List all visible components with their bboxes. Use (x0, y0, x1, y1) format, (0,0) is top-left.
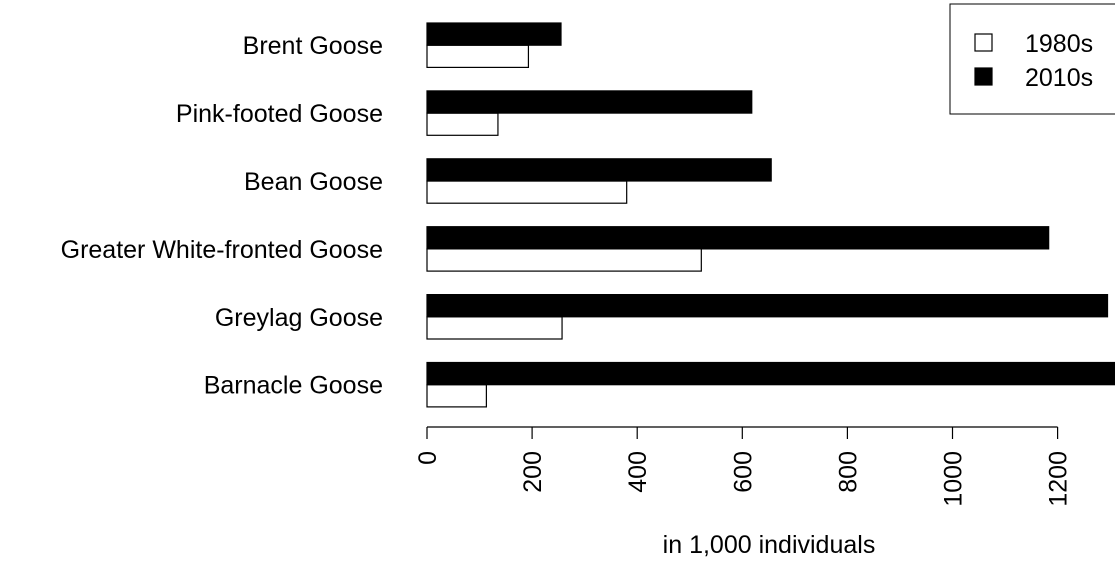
bar-2010s-greater-white-fronted-goose (426, 226, 1050, 250)
category-label-bean-goose: Bean Goose (244, 168, 383, 196)
bar-2010s-barnacle-goose (426, 361, 1115, 386)
bar-1980s-brent-goose (426, 44, 530, 69)
legend-swatch-1980s (974, 33, 993, 52)
legend-label-1980s: 1980s (1025, 30, 1093, 58)
category-label-pink-footed-goose: Pink-footed Goose (176, 100, 383, 128)
bar-1980s-greylag-goose (426, 316, 563, 340)
x-tick-label-0: 0 (414, 451, 442, 465)
bar-1980s-bean-goose (426, 180, 628, 204)
x-tick-label-1000: 1000 (940, 451, 968, 507)
legend-box (949, 3, 1115, 115)
x-axis-title: in 1,000 individuals (663, 531, 876, 559)
x-tick-label-400: 400 (624, 451, 652, 493)
category-label-greylag-goose: Greylag Goose (215, 304, 383, 332)
bars-group (426, 22, 1115, 408)
category-labels: Brent Goose Pink-footed Goose Bean Goose Gr… (61, 32, 383, 400)
category-label-barnacle-goose: Barnacle Goose (204, 372, 383, 400)
legend: 1980s 2010s (949, 3, 1115, 115)
category-label-brent-goose: Brent Goose (243, 32, 383, 60)
bar-1980s-greater-white-fronted-goose (426, 248, 702, 272)
bar-2010s-brent-goose (426, 22, 562, 46)
x-tick-label-1200: 1200 (1045, 451, 1073, 507)
category-label-greater-white-fronted-goose: Greater White-fronted Goose (61, 236, 383, 264)
bar-2010s-greylag-goose (426, 294, 1109, 318)
bar-1980s-barnacle-goose (426, 384, 487, 408)
x-tick-label-800: 800 (834, 451, 862, 493)
legend-swatch-2010s (974, 67, 993, 86)
bar-2010s-pink-footed-goose (426, 90, 753, 114)
x-axis: 0 200 400 600 800 1000 1200 (414, 426, 1073, 507)
bar-1980s-pink-footed-goose (426, 112, 499, 136)
bar-2010s-bean-goose (426, 158, 772, 182)
x-tick-label-600: 600 (729, 451, 757, 493)
x-tick-label-200: 200 (519, 451, 547, 493)
legend-label-2010s: 2010s (1025, 64, 1093, 92)
